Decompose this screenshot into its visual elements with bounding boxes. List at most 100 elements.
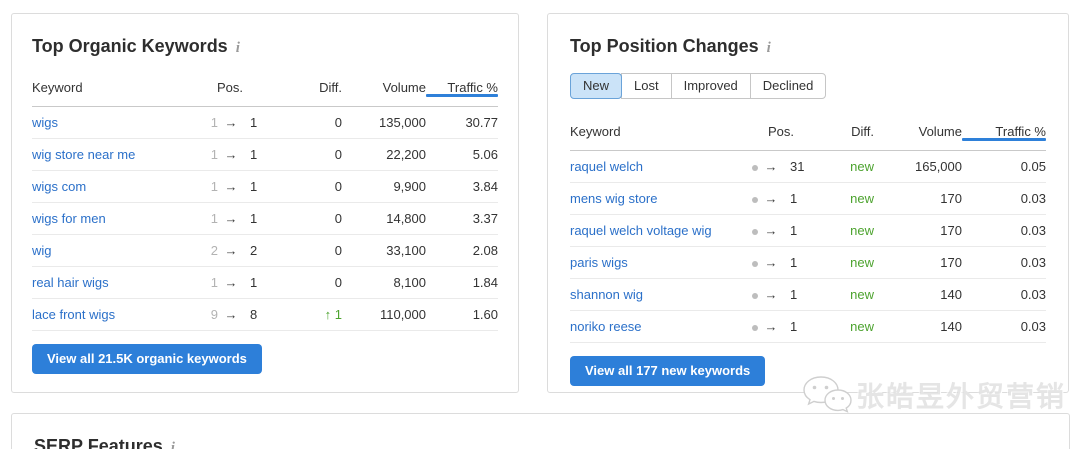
position-new: 1 bbox=[250, 115, 258, 130]
arrow-right-icon: → bbox=[764, 159, 778, 174]
tab-new[interactable]: New bbox=[570, 73, 623, 99]
position-old: 9 bbox=[210, 307, 218, 322]
organic-keywords-table: Keyword Pos. Diff. Volume Traffic % wigs… bbox=[32, 69, 498, 331]
volume-value: 170 bbox=[940, 255, 962, 270]
position-new: 1 bbox=[250, 179, 258, 194]
keyword-link[interactable]: wigs bbox=[32, 115, 59, 130]
column-header-keyword[interactable]: Keyword bbox=[32, 80, 83, 95]
no-previous-position-dot bbox=[752, 325, 758, 331]
traffic-value: 0.03 bbox=[1020, 287, 1046, 302]
tab-improved[interactable]: Improved bbox=[670, 73, 751, 99]
no-previous-position-dot bbox=[752, 229, 758, 235]
position-old: 2 bbox=[210, 243, 218, 258]
traffic-value: 3.84 bbox=[472, 179, 498, 194]
diff-value: 0 bbox=[334, 147, 342, 162]
traffic-value: 0.05 bbox=[1020, 159, 1046, 174]
view-all-organic-keywords-button[interactable]: View all 21.5K organic keywords bbox=[32, 344, 262, 374]
info-icon[interactable]: i bbox=[766, 40, 771, 56]
diff-value: 0 bbox=[334, 211, 342, 226]
keyword-link[interactable]: raquel welch voltage wig bbox=[570, 223, 712, 238]
position-old: 1 bbox=[210, 179, 218, 194]
keyword-link[interactable]: paris wigs bbox=[570, 255, 628, 270]
keyword-link[interactable]: raquel welch bbox=[570, 159, 643, 174]
position-new: 1 bbox=[790, 191, 798, 206]
position-new: 8 bbox=[250, 307, 258, 322]
table-row: noriko reese → 1 new 140 0.03 bbox=[570, 311, 1046, 343]
keyword-link[interactable]: wigs com bbox=[32, 179, 87, 194]
diff-new-label: new bbox=[850, 287, 874, 302]
position-old: 1 bbox=[210, 147, 218, 162]
info-icon[interactable]: i bbox=[170, 440, 175, 449]
top-organic-keywords-panel: Top Organic Keywords i Keyword Pos. Diff… bbox=[11, 13, 519, 393]
position-old: 1 bbox=[210, 275, 218, 290]
position-changes-table: Keyword Pos. Diff. Volume Traffic % raqu… bbox=[570, 113, 1046, 343]
volume-value: 22,200 bbox=[386, 147, 426, 162]
column-header-volume[interactable]: Volume bbox=[918, 124, 962, 139]
position-new: 1 bbox=[790, 287, 798, 302]
keyword-link[interactable]: real hair wigs bbox=[32, 275, 109, 290]
tab-declined[interactable]: Declined bbox=[749, 73, 827, 99]
position-old: 1 bbox=[210, 115, 218, 130]
volume-value: 170 bbox=[940, 223, 962, 238]
panel-header: SERP Features i bbox=[34, 436, 1047, 449]
arrow-right-icon: → bbox=[764, 223, 778, 238]
arrow-right-icon: → bbox=[764, 255, 778, 270]
keyword-link[interactable]: mens wig store bbox=[570, 191, 658, 206]
volume-value: 140 bbox=[940, 319, 962, 334]
column-header-diff[interactable]: Diff. bbox=[851, 124, 874, 139]
table-row: wigs com 1 → 1 0 9,900 3.84 bbox=[32, 171, 498, 203]
position-changes-filter-tabs: New Lost Improved Declined bbox=[570, 73, 827, 99]
table-row: raquel welch → 31 new 165,000 0.05 bbox=[570, 151, 1046, 183]
volume-value: 14,800 bbox=[386, 211, 426, 226]
tab-lost[interactable]: Lost bbox=[621, 73, 672, 99]
no-previous-position-dot bbox=[752, 261, 758, 267]
keyword-link[interactable]: wigs for men bbox=[32, 211, 106, 226]
position-new: 1 bbox=[250, 211, 258, 226]
traffic-value: 5.06 bbox=[472, 147, 498, 162]
diff-new-label: new bbox=[850, 159, 874, 174]
column-header-position[interactable]: Pos. bbox=[767, 124, 794, 139]
traffic-value: 1.84 bbox=[472, 275, 498, 290]
table-row: real hair wigs 1 → 1 0 8,100 1.84 bbox=[32, 267, 498, 299]
diff-new-label: new bbox=[850, 191, 874, 206]
no-previous-position-dot bbox=[752, 197, 758, 203]
position-new: 1 bbox=[790, 223, 798, 238]
info-icon[interactable]: i bbox=[235, 40, 240, 56]
traffic-value: 30.77 bbox=[465, 115, 498, 130]
diff-new-label: new bbox=[850, 255, 874, 270]
keyword-link[interactable]: shannon wig bbox=[570, 287, 643, 302]
keyword-link[interactable]: wig store near me bbox=[32, 147, 136, 162]
keyword-link[interactable]: noriko reese bbox=[570, 319, 642, 334]
arrow-right-icon: → bbox=[764, 191, 778, 206]
diff-value: 0 bbox=[334, 243, 342, 258]
traffic-value: 3.37 bbox=[472, 211, 498, 226]
volume-value: 33,100 bbox=[386, 243, 426, 258]
column-header-diff[interactable]: Diff. bbox=[319, 80, 342, 95]
table-header-row: Keyword Pos. Diff. Volume Traffic % bbox=[32, 69, 498, 107]
volume-value: 135,000 bbox=[379, 115, 426, 130]
traffic-value: 2.08 bbox=[472, 243, 498, 258]
traffic-value: 0.03 bbox=[1020, 191, 1046, 206]
keyword-link[interactable]: wig bbox=[32, 243, 52, 258]
position-old: 1 bbox=[210, 211, 218, 226]
traffic-value: 0.03 bbox=[1020, 319, 1046, 334]
panel-header: Top Organic Keywords i bbox=[32, 36, 498, 57]
traffic-value: 0.03 bbox=[1020, 255, 1046, 270]
position-new: 31 bbox=[790, 159, 805, 174]
table-header-row: Keyword Pos. Diff. Volume Traffic % bbox=[570, 113, 1046, 151]
table-row: wigs for men 1 → 1 0 14,800 3.37 bbox=[32, 203, 498, 235]
arrow-right-icon: → bbox=[224, 147, 238, 162]
table-row: mens wig store → 1 new 170 0.03 bbox=[570, 183, 1046, 215]
diff-value: 0 bbox=[334, 275, 342, 290]
diff-new-label: new bbox=[850, 319, 874, 334]
column-header-volume[interactable]: Volume bbox=[382, 80, 426, 95]
column-header-traffic-sorted[interactable]: Traffic % bbox=[426, 80, 498, 97]
view-all-new-keywords-button[interactable]: View all 177 new keywords bbox=[570, 356, 766, 386]
column-header-traffic-sorted[interactable]: Traffic % bbox=[962, 124, 1046, 141]
column-header-position[interactable]: Pos. bbox=[216, 80, 243, 95]
keyword-link[interactable]: lace front wigs bbox=[32, 307, 116, 322]
position-new: 1 bbox=[250, 147, 258, 162]
arrow-right-icon: → bbox=[224, 115, 238, 130]
column-header-keyword[interactable]: Keyword bbox=[570, 124, 621, 139]
